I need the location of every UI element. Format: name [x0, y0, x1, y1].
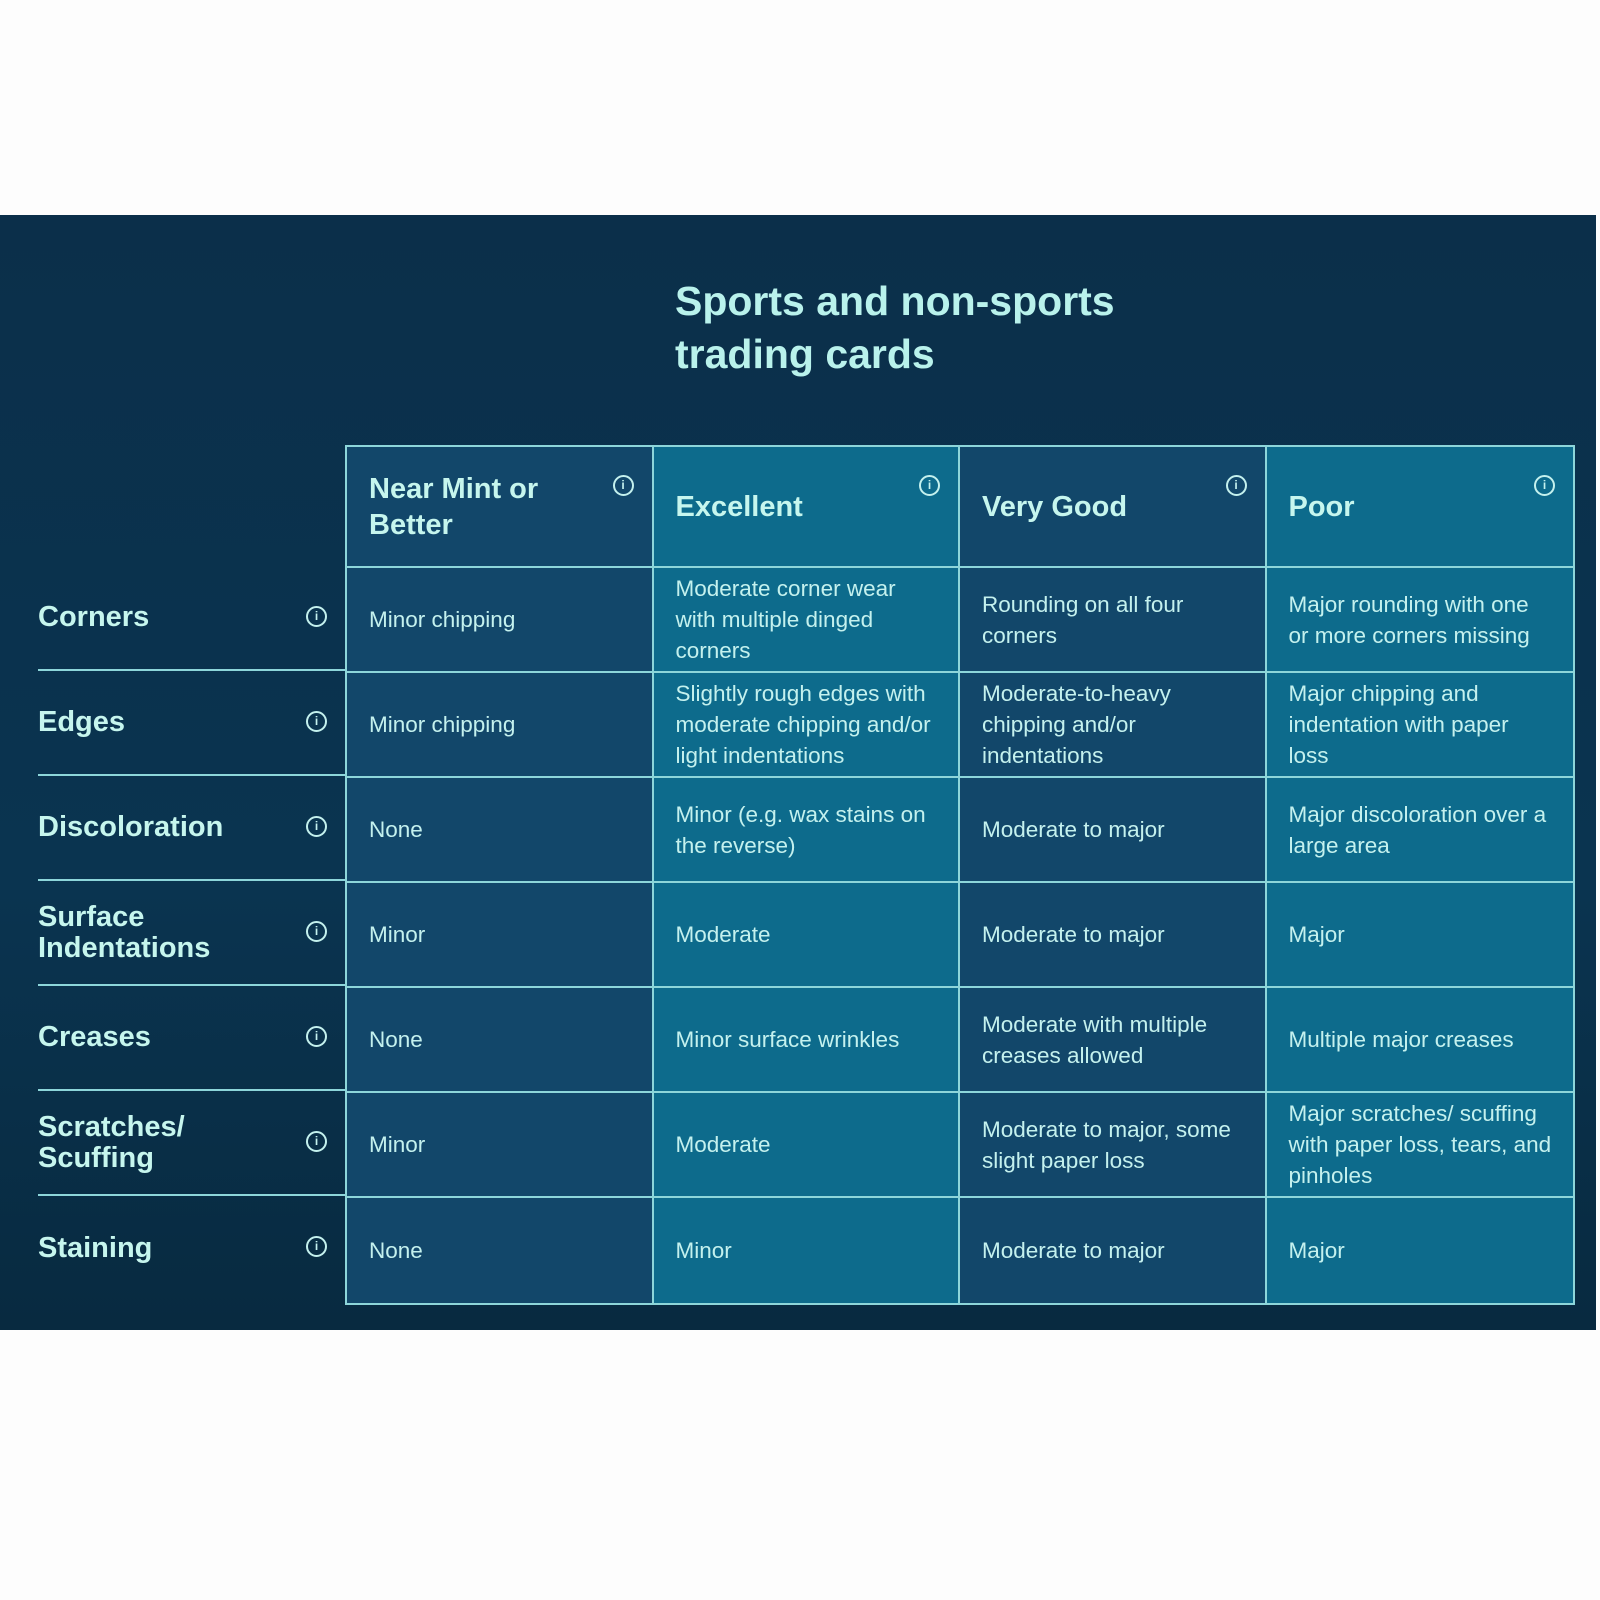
table-cell: Moderate with multiple creases allowed: [960, 988, 1267, 1093]
info-circle-icon[interactable]: i: [1225, 475, 1247, 496]
info-circle-icon[interactable]: i: [306, 816, 327, 837]
table-cell: None: [347, 988, 654, 1093]
row-label: Scratches/ Scuffing i: [38, 1091, 345, 1196]
row-label-text: Creases: [38, 1021, 151, 1053]
grading-panel: Sports and non-sports trading cards Corn…: [0, 215, 1596, 1330]
table-cell: Minor: [653, 1198, 960, 1303]
table-cell: Moderate to major, some slight paper los…: [960, 1093, 1267, 1198]
table-cell: Moderate to major: [960, 778, 1267, 883]
row-label-text: Scratches/ Scuffing: [38, 1110, 185, 1174]
column-header: Poor i: [1266, 447, 1573, 568]
row-label: Staining i: [38, 1196, 345, 1301]
row-label-text: Corners: [38, 601, 150, 633]
row-label: Creases i: [38, 986, 345, 1091]
column-header: Excellent i: [653, 447, 960, 568]
table-cell: Major scratches/ scuffing with paper los…: [1266, 1093, 1573, 1198]
row-label: Discoloration i: [38, 776, 345, 881]
row-label-text: Surface Indentations: [38, 900, 211, 964]
table-cell: Minor chipping: [347, 673, 654, 778]
table-cell: Major: [1266, 1198, 1573, 1303]
table-cell: Major rounding with one or more corners …: [1266, 568, 1573, 673]
info-circle-icon[interactable]: i: [306, 711, 327, 732]
grading-table: Near Mint or Better i Excellent i Very Good i…: [345, 445, 1575, 1305]
table-cell: Moderate: [653, 883, 960, 988]
column-header: Very Good i: [960, 447, 1267, 568]
row-label: Corners i: [38, 566, 345, 671]
info-circle-icon[interactable]: i: [612, 475, 634, 496]
column-header: Near Mint or Better i: [347, 447, 654, 568]
row-labels: Corners i Edges i Discoloration i Surface Inde…: [38, 566, 345, 1301]
info-circle-icon[interactable]: i: [306, 1131, 327, 1152]
column-header-label: Near Mint or Better: [369, 472, 539, 541]
page-title: Sports and non-sports trading cards: [675, 278, 1115, 377]
info-circle-icon[interactable]: i: [1534, 475, 1555, 496]
info-circle-icon[interactable]: i: [919, 475, 940, 496]
column-header-label: Very Good: [982, 490, 1128, 523]
info-circle-icon[interactable]: i: [306, 606, 327, 627]
row-label: Edges i: [38, 671, 345, 776]
row-label: Surface Indentations i: [38, 881, 345, 986]
column-header-label: Excellent: [675, 490, 803, 523]
info-circle-icon[interactable]: i: [306, 921, 327, 942]
table-cell: Minor (e.g. wax stains on the reverse): [653, 778, 960, 883]
table-cell: Moderate: [653, 1093, 960, 1198]
table-cell: Major discoloration over a large area: [1266, 778, 1573, 883]
table-cell: Moderate-to-heavy chipping and/or indent…: [960, 673, 1267, 778]
row-label-text: Edges: [38, 706, 126, 738]
row-label-text: Staining: [38, 1232, 153, 1264]
table-cell: Minor: [347, 1093, 654, 1198]
table-cell: Moderate to major: [960, 883, 1267, 988]
table-cell: Minor surface wrinkles: [653, 988, 960, 1093]
info-circle-icon[interactable]: i: [306, 1026, 327, 1047]
table-cell: Major chipping and indentation with pape…: [1266, 673, 1573, 778]
info-circle-icon[interactable]: i: [306, 1236, 327, 1257]
table-cell: Minor: [347, 883, 654, 988]
table-cell: Moderate to major: [960, 1198, 1267, 1303]
table-cell: Slightly rough edges with moderate chipp…: [653, 673, 960, 778]
column-header-label: Poor: [1288, 490, 1355, 523]
table-cell: Moderate corner wear with multiple dinge…: [653, 568, 960, 673]
table-cell: None: [347, 1198, 654, 1303]
table-cell: Major: [1266, 883, 1573, 988]
table-cell: Multiple major creases: [1266, 988, 1573, 1093]
table-cell: None: [347, 778, 654, 883]
table-cell: Minor chipping: [347, 568, 654, 673]
table-cell: Rounding on all four corners: [960, 568, 1267, 673]
row-label-text: Discoloration: [38, 811, 224, 843]
